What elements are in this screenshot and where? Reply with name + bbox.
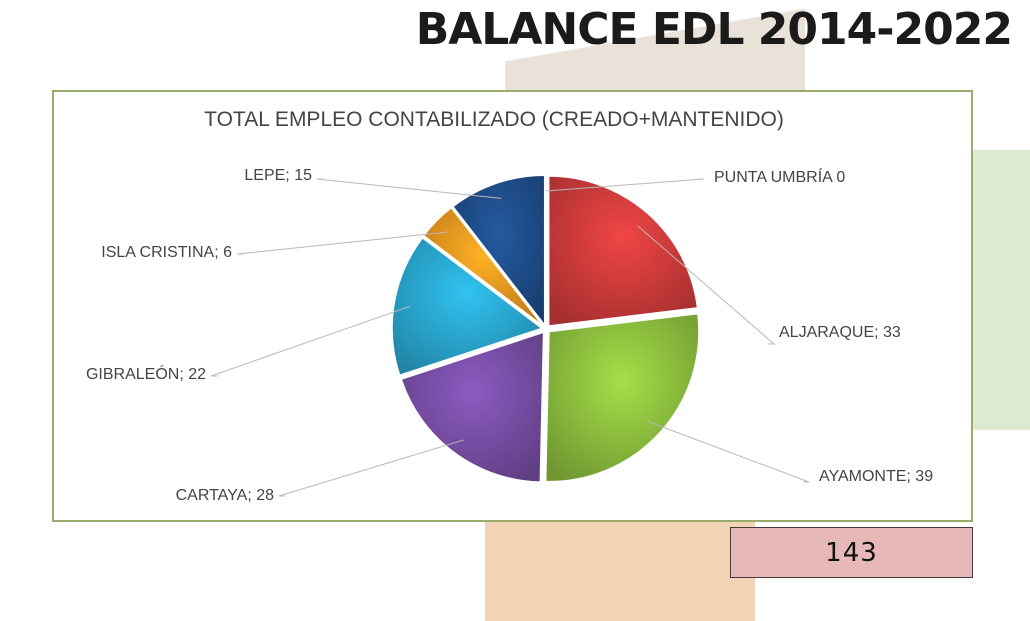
pie-slice-isla-cristina — [422, 206, 544, 327]
data-label: AYAMONTE; 39 — [819, 468, 933, 485]
chart-title: TOTAL EMPLEO CONTABILIZADO (CREADO+MANTE… — [204, 108, 784, 131]
leader-line — [278, 439, 465, 497]
data-label: GIBRALEÓN; 22 — [86, 364, 206, 383]
slices-layer — [391, 174, 700, 483]
pie-slice-cartaya — [400, 331, 545, 483]
data-label: LEPE; 15 — [244, 167, 312, 184]
leader-line — [316, 178, 502, 199]
total-box: 143 — [730, 527, 973, 578]
data-label: ALJARAQUE; 33 — [779, 324, 901, 341]
leaders-layer — [210, 178, 810, 497]
pie-slice-lepe — [451, 174, 546, 328]
data-label: PUNTA UMBRÍA 0 — [714, 167, 845, 186]
labels-layer: PUNTA UMBRÍA 0 ALJARAQUE; 33 AYAMONTE; 39 C… — [86, 167, 933, 504]
pie-chart: TOTAL EMPLEO CONTABILIZADO (CREADO+MANTE… — [86, 108, 933, 504]
pie-slice-aljaraque — [547, 175, 699, 327]
data-label: CARTAYA; 28 — [176, 487, 275, 504]
background-decoration — [485, 520, 755, 621]
page-title: BALANCE EDL 2014-2022 — [415, 4, 1013, 55]
chart-frame: TOTAL EMPLEO CONTABILIZADO (CREADO+MANTE… — [52, 90, 973, 522]
data-label: ISLA CRISTINA; 6 — [101, 244, 232, 261]
leader-line — [648, 421, 810, 483]
leader-line — [637, 225, 776, 345]
leader-line — [545, 178, 705, 192]
pie-slice-ayamonte — [544, 312, 700, 483]
leader-line — [236, 231, 448, 255]
leader-line — [210, 305, 411, 377]
pie-slice-gibrale-n — [391, 236, 544, 377]
